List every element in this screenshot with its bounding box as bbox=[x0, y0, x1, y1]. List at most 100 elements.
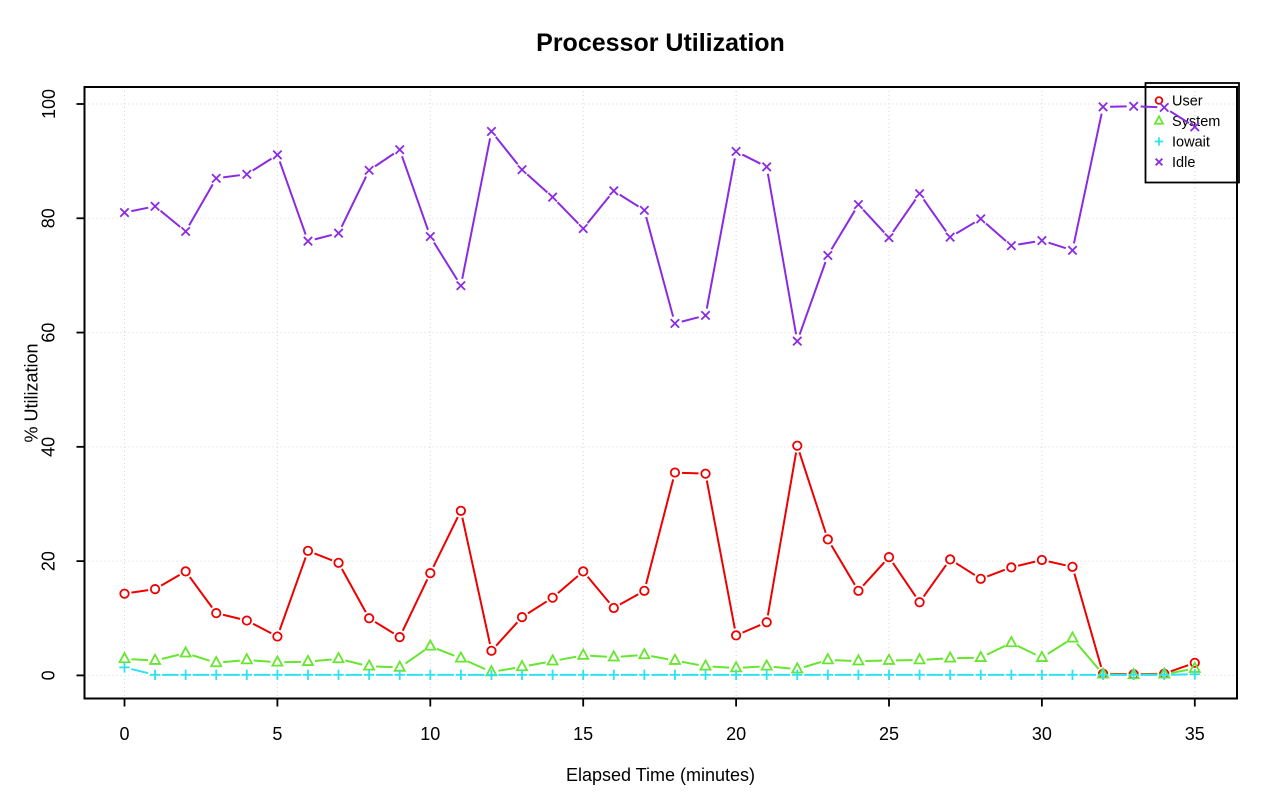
system-data-point bbox=[1035, 650, 1049, 662]
series-segment bbox=[705, 158, 736, 309]
system-data-point bbox=[117, 651, 132, 664]
series-segment bbox=[955, 562, 976, 576]
idle-data-point bbox=[1006, 240, 1017, 251]
series-segment bbox=[986, 568, 1006, 578]
system-data-point bbox=[240, 652, 254, 665]
idle-data-point bbox=[914, 188, 925, 199]
idle-data-point bbox=[1159, 102, 1170, 113]
series-segment bbox=[461, 138, 492, 280]
user-data-point bbox=[761, 617, 772, 628]
series-segment bbox=[586, 195, 611, 224]
user-data-point bbox=[180, 566, 191, 577]
series-segment bbox=[681, 471, 699, 475]
idle-data-point bbox=[486, 126, 497, 137]
series-segment bbox=[1017, 560, 1036, 567]
iowait-data-point bbox=[883, 669, 895, 681]
series-segment bbox=[1169, 110, 1190, 124]
iowait-data-point bbox=[211, 669, 222, 681]
user-data-point bbox=[822, 534, 833, 545]
system-data-point bbox=[270, 654, 284, 667]
series-segment bbox=[252, 622, 272, 635]
series-segment bbox=[766, 173, 798, 335]
series-segment bbox=[1047, 641, 1068, 655]
iowait-data-point bbox=[272, 669, 283, 681]
iowait-data-point bbox=[180, 669, 191, 681]
series-segment bbox=[922, 564, 947, 598]
plot-border bbox=[83, 86, 1238, 700]
series-segment bbox=[1018, 240, 1036, 246]
user-data-point bbox=[149, 584, 161, 595]
series-segment bbox=[188, 576, 213, 609]
series-segment bbox=[985, 222, 1007, 242]
series-segment bbox=[557, 575, 579, 594]
series-segment bbox=[466, 660, 486, 671]
series-segment bbox=[161, 653, 180, 660]
user-data-point bbox=[333, 557, 344, 568]
series-segment bbox=[830, 544, 856, 586]
user-data-point bbox=[547, 592, 558, 603]
user-data-point bbox=[241, 615, 252, 626]
system-data-point bbox=[607, 649, 621, 662]
series-segment bbox=[766, 452, 798, 616]
series-segment bbox=[131, 206, 149, 213]
series-segment bbox=[495, 621, 519, 647]
idle-data-point bbox=[456, 280, 466, 291]
idle-data-point bbox=[333, 228, 344, 238]
x-tick-label: 5 bbox=[272, 724, 282, 744]
series-segment bbox=[645, 479, 675, 585]
series-segment bbox=[743, 665, 760, 669]
x-tick-label: 15 bbox=[573, 724, 593, 744]
idle-data-point bbox=[578, 223, 589, 234]
series-segment bbox=[586, 576, 611, 604]
series-segment bbox=[556, 201, 580, 225]
series-segment bbox=[862, 561, 886, 587]
series-segment bbox=[252, 157, 273, 172]
user-data-point bbox=[914, 597, 925, 608]
iowait-data-point bbox=[333, 669, 344, 681]
series-iowait bbox=[119, 662, 1200, 681]
iowait-data-point bbox=[853, 669, 864, 681]
system-data-point bbox=[913, 652, 927, 665]
idle-data-point bbox=[853, 199, 864, 210]
series-segment bbox=[436, 647, 455, 657]
series-segment bbox=[773, 665, 791, 670]
iowait-data-point bbox=[149, 669, 161, 681]
series-segment bbox=[131, 658, 149, 662]
series-segment bbox=[404, 649, 426, 665]
iowait-data-point bbox=[241, 669, 253, 681]
series-segment bbox=[830, 210, 856, 250]
x-tick-label: 25 bbox=[879, 724, 899, 744]
user-data-point bbox=[1067, 561, 1078, 572]
user-data-point bbox=[119, 588, 130, 599]
series-segment bbox=[834, 659, 852, 662]
idle-data-point bbox=[364, 165, 374, 176]
iowait-data-point bbox=[822, 669, 834, 681]
y-tick-label: 40 bbox=[39, 437, 59, 457]
series-segment bbox=[223, 659, 240, 664]
legend-label: Iowait bbox=[1172, 135, 1210, 151]
series-segment bbox=[645, 216, 675, 317]
x-axis-title: Elapsed Time (minutes) bbox=[565, 765, 756, 785]
series-segment bbox=[527, 600, 548, 615]
user-data-point bbox=[211, 608, 222, 619]
x-tick-label: 30 bbox=[1032, 724, 1052, 744]
user-data-point bbox=[1006, 562, 1017, 573]
iowait-data-point bbox=[1097, 669, 1109, 681]
series-segment bbox=[278, 557, 307, 631]
iowait-data-point bbox=[792, 669, 803, 681]
series-segment bbox=[528, 661, 546, 667]
iowait-data-point bbox=[608, 669, 619, 681]
series-segment bbox=[1073, 573, 1103, 668]
system-data-point bbox=[362, 658, 376, 671]
iowait-data-point bbox=[1189, 669, 1200, 680]
series-segment bbox=[461, 517, 491, 645]
idle-data-point bbox=[975, 214, 986, 224]
series-segment bbox=[401, 155, 429, 231]
series-segment bbox=[253, 659, 271, 663]
series-segment bbox=[798, 261, 827, 335]
iowait-data-point bbox=[1036, 669, 1048, 681]
series-segment bbox=[712, 665, 730, 669]
system-data-point bbox=[454, 650, 468, 663]
iowait-data-point bbox=[1159, 669, 1170, 681]
